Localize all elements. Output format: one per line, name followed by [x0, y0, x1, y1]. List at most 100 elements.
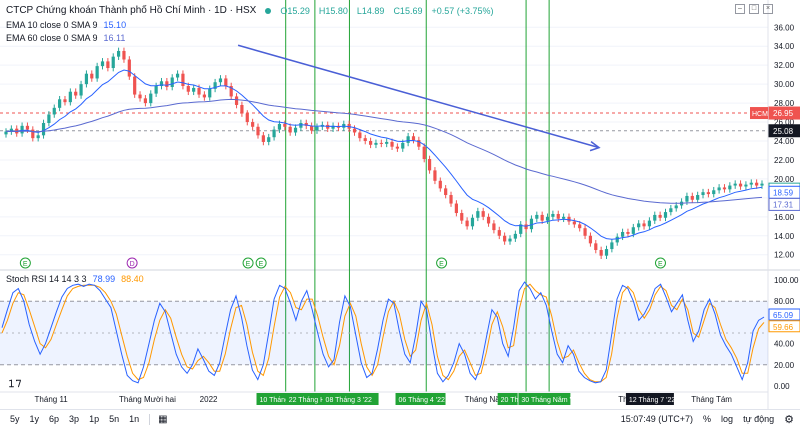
candle-body	[251, 122, 255, 127]
settings-gear-icon[interactable]: ⚙	[784, 413, 794, 426]
candle-body	[465, 220, 469, 227]
percent-toggle[interactable]: %	[703, 414, 712, 424]
candle-body	[186, 86, 190, 92]
candle-body	[572, 221, 576, 225]
range-1p[interactable]: 1p	[89, 414, 100, 424]
date-tag-label: 30 Tháng Năm '22	[521, 397, 578, 404]
tradingview-logo-icon[interactable]: 𝟷𝟽	[8, 378, 23, 390]
candle-body	[106, 61, 110, 69]
candle-body	[562, 216, 566, 219]
candle-body	[401, 142, 405, 149]
trend-arrow-line	[237, 44, 600, 149]
candle-body	[685, 195, 689, 202]
candle-body	[508, 238, 512, 242]
candle-body	[208, 88, 212, 98]
candle-body	[438, 180, 442, 189]
range-1y[interactable]: 1y	[29, 414, 40, 424]
candle-body	[159, 81, 164, 87]
time-axis[interactable]: Tháng 11 Tháng Mười hai 2022 Tháng Năm Tha Th…	[0, 391, 768, 405]
ema60-line	[5, 98, 763, 204]
candle-body	[111, 56, 115, 69]
event-marker-label: E	[246, 261, 251, 268]
price-axis[interactable]: 12.0014.0016.0018.0020.0022.0024.0026.00…	[750, 23, 800, 391]
date-tag-label: 06 Tháng 4 '22	[399, 397, 445, 404]
candle-body	[658, 214, 662, 218]
candle-body	[433, 170, 437, 181]
candle-body	[240, 104, 244, 114]
date-tag-bg	[395, 393, 446, 405]
auto-toggle[interactable]: tự động	[743, 414, 775, 424]
candle-body	[202, 94, 206, 98]
price-tick-label: 16.00	[774, 213, 795, 222]
range-1n[interactable]: 1n	[129, 414, 140, 424]
stoch-tag-bg	[768, 320, 800, 333]
candle-body	[578, 224, 582, 229]
candle-body	[390, 141, 394, 147]
event-marker-label: E	[259, 261, 264, 268]
candle-body	[84, 73, 89, 85]
range-5n[interactable]: 5n	[109, 414, 120, 424]
calendar-icon[interactable]: ▦	[158, 413, 168, 425]
candle-body	[712, 190, 716, 195]
range-3p[interactable]: 3p	[69, 414, 80, 424]
date-tag-bg	[497, 393, 518, 405]
range-6p[interactable]: 6p	[49, 414, 60, 424]
candle-body	[358, 132, 362, 139]
price-tag-value: 25.08	[773, 127, 794, 136]
ohlc-high: H15.80	[318, 5, 348, 16]
price-tick-label: 32.00	[774, 61, 795, 70]
price-tag-bg	[768, 106, 800, 120]
event-marker-label: E	[23, 261, 28, 268]
candle-body	[218, 78, 223, 83]
candle-body	[663, 212, 668, 218]
minimize-pane-icon[interactable]: –	[735, 4, 745, 14]
candle-body	[277, 123, 282, 130]
trend-line[interactable]	[237, 44, 601, 152]
price-tick-label: 14.00	[774, 232, 795, 241]
candle-body	[261, 135, 265, 142]
candle-body	[363, 138, 367, 141]
date-tag-bg	[518, 393, 571, 405]
ohlc-change: +0.57 (+3.75%)	[431, 5, 494, 16]
ema60-legend[interactable]: EMA 60 close 0 SMA 9 16.11	[6, 33, 125, 43]
candle-body	[529, 218, 534, 230]
maximize-pane-icon[interactable]: □	[749, 4, 759, 14]
stoch-legend[interactable]: Stoch RSI 14 14 3 3 78.99 88.40	[6, 274, 144, 284]
candle-body	[304, 122, 308, 126]
event-marker-circle	[436, 257, 448, 269]
candle-body	[626, 231, 630, 234]
candle-body	[519, 224, 523, 234]
candle-body	[406, 136, 410, 143]
candle-body	[604, 249, 609, 256]
price-tag-bg	[768, 124, 800, 138]
candle-body	[52, 107, 56, 115]
candle-body	[175, 73, 180, 78]
clock-readout[interactable]: 15:07:49 (UTC+7)	[620, 414, 694, 424]
candle-body	[422, 146, 426, 160]
time-label: Tháng Tám	[691, 395, 732, 404]
candle-body	[68, 91, 72, 103]
ema10-legend[interactable]: EMA 10 close 0 SMA 9 15.10	[6, 20, 126, 30]
candle-body	[213, 82, 217, 89]
close-pane-icon[interactable]: ×	[763, 4, 773, 14]
candle-body	[637, 223, 641, 228]
ohlc-low: L14.89	[356, 5, 385, 16]
ohlc-open: O15.29	[280, 5, 310, 16]
marker-lines	[285, 0, 550, 392]
stoch-tag-value: 59.66	[773, 323, 794, 332]
range-5y[interactable]: 5y	[10, 414, 20, 424]
candle-body	[116, 50, 121, 57]
candle-body	[100, 61, 105, 67]
ema10-value: 15.10	[103, 20, 127, 30]
price-tick-label: 30.00	[774, 80, 795, 89]
candle-body	[631, 227, 635, 234]
candle-body	[599, 249, 603, 256]
candle-body	[138, 94, 142, 99]
price-tick-label: 36.00	[774, 23, 795, 32]
candle-body	[567, 216, 571, 222]
candle-body	[149, 93, 153, 104]
candle-body	[722, 187, 727, 190]
log-toggle[interactable]: log	[721, 414, 734, 424]
candle-body	[385, 141, 389, 144]
